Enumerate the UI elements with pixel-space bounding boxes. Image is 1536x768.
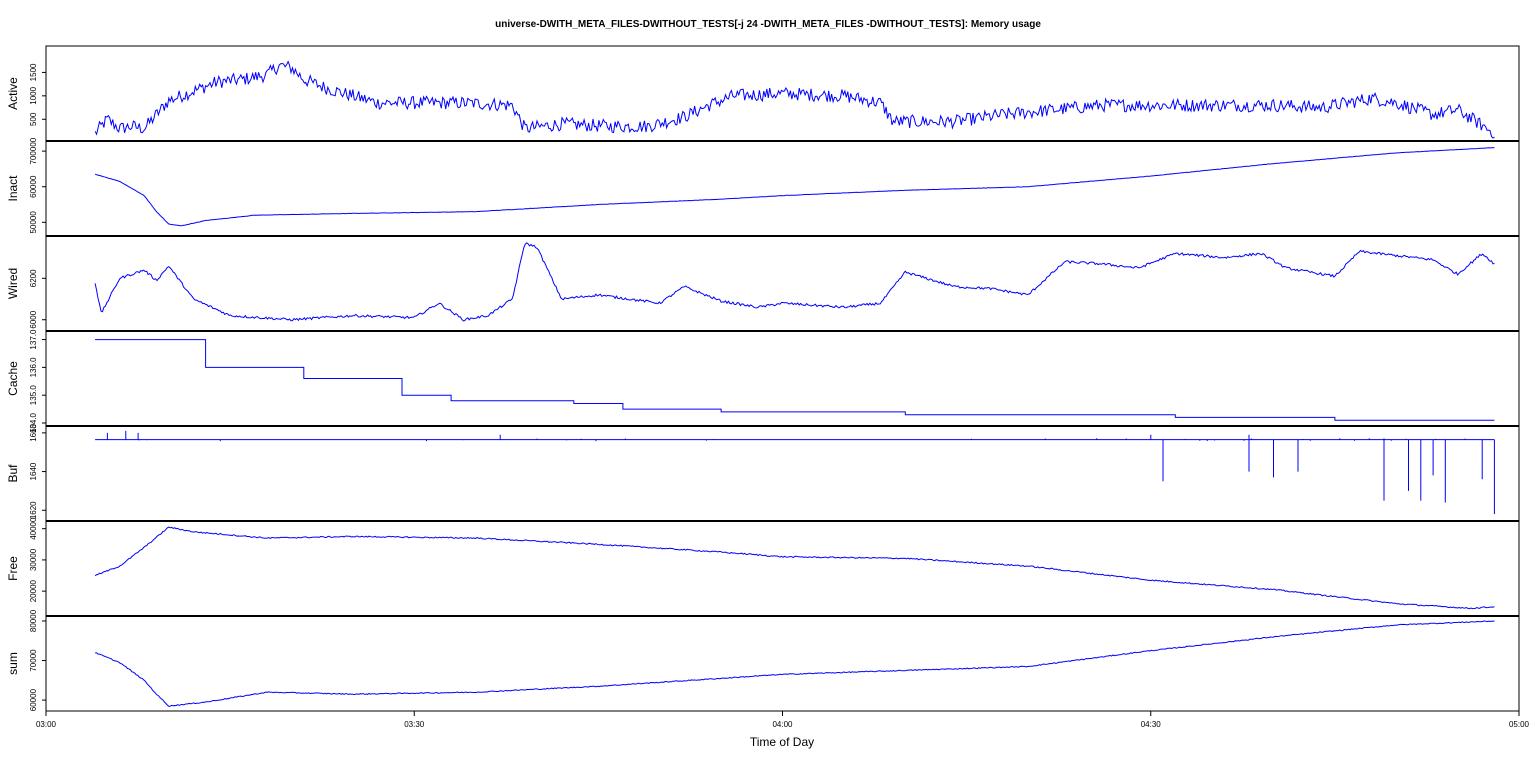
series-line-wired xyxy=(94,242,1495,322)
y-tick-label: 20000 xyxy=(29,579,38,602)
panels-layer: 500 1000 1500 Active 50000 60000 700000 Inact 60… xyxy=(6,45,1520,712)
x-tick-label: 03:30 xyxy=(404,720,425,729)
series-line-free xyxy=(94,526,1495,610)
y-tick-label: 1000 xyxy=(29,86,38,104)
series-line-buf xyxy=(95,430,1495,515)
y-axis-label-sum: sum xyxy=(6,652,20,675)
y-tick-label: 700000 xyxy=(29,137,38,164)
y-tick-label: 134.0 xyxy=(29,412,38,433)
x-tick-label: 04:00 xyxy=(772,720,793,729)
y-tick-label: 1620 xyxy=(29,501,38,519)
y-axis-label-wired: Wired xyxy=(6,268,20,299)
y-tick-label: 40000 xyxy=(29,517,38,540)
y-tick-label: 500 xyxy=(29,112,38,126)
series-line-inact xyxy=(94,147,1495,227)
y-tick-label: 135.0 xyxy=(29,385,38,406)
y-tick-label: 6200 xyxy=(29,269,38,287)
y-axis-label-free: Free xyxy=(6,556,20,581)
x-tick-label: 05:00 xyxy=(1509,720,1530,729)
y-tick-label: 6000 xyxy=(29,310,38,328)
y-tick-label: 30000 xyxy=(29,548,38,571)
y-tick-label: 60000 xyxy=(29,175,38,198)
y-axis-label-active: Active xyxy=(6,77,20,110)
y-tick-label: 70000 xyxy=(29,649,38,672)
x-axis: 03:00 03:30 04:00 04:30 05:00 xyxy=(36,711,1530,729)
x-axis-label: Time of Day xyxy=(750,735,814,749)
y-axis-label-buf: Buf xyxy=(6,464,20,483)
y-axis-label-cache: Cache xyxy=(6,361,20,396)
y-tick-label: 1660 xyxy=(29,423,38,441)
series-line-sum xyxy=(95,620,1495,707)
y-tick-label: 50000 xyxy=(29,211,38,234)
y-tick-label: 60000 xyxy=(29,688,38,711)
x-tick-label: 03:00 xyxy=(36,720,57,729)
series-line-active xyxy=(94,60,1495,139)
y-axis-label-inact: Inact xyxy=(6,175,20,202)
y-tick-label: 1640 xyxy=(29,462,38,480)
y-tick-label: 80000 xyxy=(29,609,38,632)
chart-title: universe-DWITH_META_FILES-DWITHOUT_TESTS… xyxy=(495,19,1041,30)
y-tick-label: 1500 xyxy=(29,63,38,81)
y-tick-label: 137.0 xyxy=(29,329,38,350)
series-line-cache xyxy=(95,339,1495,421)
x-tick-label: 04:30 xyxy=(1141,720,1162,729)
y-tick-label: 136.0 xyxy=(29,357,38,378)
